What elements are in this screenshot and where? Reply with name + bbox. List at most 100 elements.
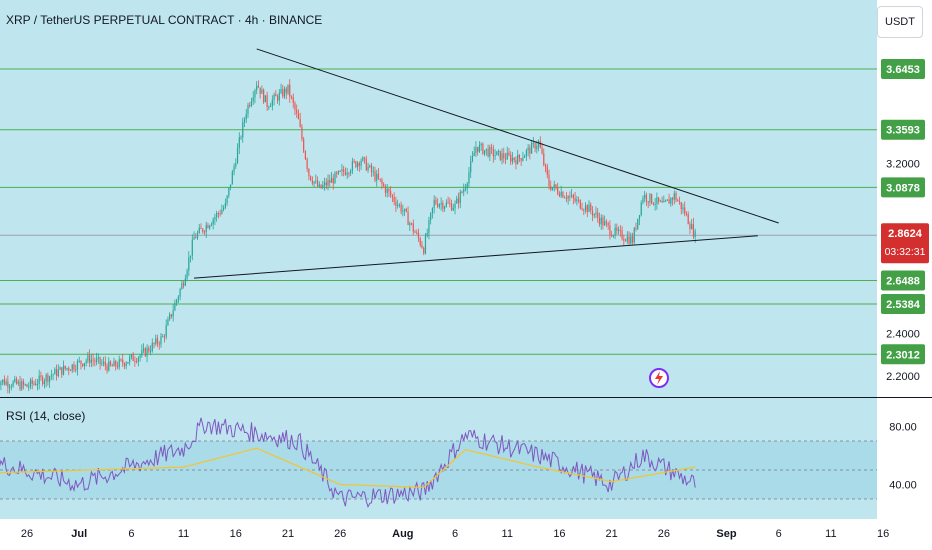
candle-body — [285, 88, 287, 94]
candle-body — [456, 198, 458, 204]
rsi-indicator-label[interactable]: RSI (14, close) — [6, 409, 86, 423]
time-tick-label: 16 — [553, 528, 565, 540]
candle-body — [223, 207, 225, 210]
candle-body — [280, 89, 282, 93]
candle-body — [193, 237, 195, 240]
candle-body — [132, 354, 134, 362]
candle-body — [534, 142, 536, 149]
candle-body — [482, 143, 484, 154]
candle-body — [167, 319, 169, 326]
candle-body — [228, 187, 230, 196]
candle-body — [489, 147, 491, 157]
candle-body — [163, 336, 166, 338]
candle-body — [576, 199, 578, 202]
candle-body — [75, 369, 77, 371]
candle-body — [92, 359, 94, 361]
candle-body — [278, 92, 280, 101]
candle-body — [10, 386, 12, 388]
candle-body — [297, 113, 300, 120]
candle-body — [447, 202, 449, 204]
time-tick-label: 11 — [502, 528, 513, 540]
candle-body — [569, 196, 571, 198]
candle-body — [487, 148, 489, 157]
candle-body — [546, 166, 548, 175]
candle-body — [136, 361, 138, 363]
candle-body — [417, 232, 420, 239]
lightning-icon[interactable] — [649, 368, 669, 388]
candle-body — [179, 289, 181, 297]
candle-body — [539, 140, 541, 148]
candle-body — [619, 229, 621, 231]
candle-body — [609, 225, 611, 235]
candle-body — [111, 365, 113, 367]
candle-body — [553, 184, 555, 188]
trendline[interactable] — [194, 235, 758, 279]
candle-body — [558, 193, 561, 197]
candle-body — [412, 223, 414, 232]
candle-body — [583, 209, 585, 211]
time-tick-label: Sep — [716, 528, 736, 540]
current-price-label: 2.8624 — [888, 228, 923, 240]
candle-body — [257, 85, 260, 88]
candle-body — [490, 147, 493, 149]
candle-body — [624, 240, 627, 242]
candle-body — [85, 360, 87, 364]
candle-body — [470, 161, 472, 173]
candle-body — [400, 204, 402, 212]
candle-body — [301, 126, 303, 140]
candle-body — [101, 363, 103, 365]
candle-body — [544, 164, 547, 167]
candle-body — [15, 378, 18, 384]
candle-body — [146, 347, 148, 357]
candle-body — [630, 236, 632, 244]
candle-body — [322, 185, 324, 188]
candle-body — [76, 361, 79, 370]
candle-body — [510, 154, 512, 162]
candle-body — [628, 236, 630, 244]
candle-body — [444, 206, 446, 209]
candle-body — [438, 204, 440, 207]
candle-body — [658, 197, 660, 202]
candle-body — [663, 201, 665, 203]
candle-body — [330, 178, 333, 183]
candle-body — [310, 175, 312, 181]
level-badge — [881, 119, 925, 140]
candle-body — [38, 375, 40, 384]
candle-body — [155, 338, 157, 344]
level-badge — [881, 59, 925, 80]
candle-body — [325, 182, 327, 186]
candle-body — [403, 208, 406, 211]
candle-body — [99, 357, 101, 364]
trendline[interactable] — [256, 48, 779, 224]
candle-body — [346, 173, 348, 175]
candle-body — [275, 94, 277, 97]
candle-body — [68, 368, 70, 371]
currency-button[interactable]: USDT — [877, 6, 923, 38]
candle-body — [395, 201, 397, 207]
candle-body — [29, 379, 32, 387]
candle-body — [384, 186, 387, 193]
candle-body — [597, 212, 599, 218]
candle-body — [108, 361, 110, 371]
candle-body — [477, 147, 479, 152]
candle-body — [430, 212, 432, 220]
candle-body — [22, 381, 25, 385]
lightning-glyph — [655, 371, 663, 385]
candle-body — [14, 378, 16, 382]
candle-body — [525, 150, 527, 156]
candle-body — [381, 179, 383, 184]
candle-body — [296, 109, 298, 114]
candle-body — [270, 105, 272, 107]
candle-body — [0, 382, 2, 386]
candle-body — [449, 203, 451, 205]
level-badge — [881, 177, 925, 198]
candle-body — [43, 381, 45, 385]
candle-body — [689, 224, 691, 230]
candle-body — [250, 101, 253, 106]
time-tick-label: 26 — [658, 528, 670, 540]
candle-body — [304, 151, 306, 160]
candle-body — [160, 336, 162, 345]
candle-body — [536, 146, 538, 149]
candle-body — [316, 180, 319, 187]
